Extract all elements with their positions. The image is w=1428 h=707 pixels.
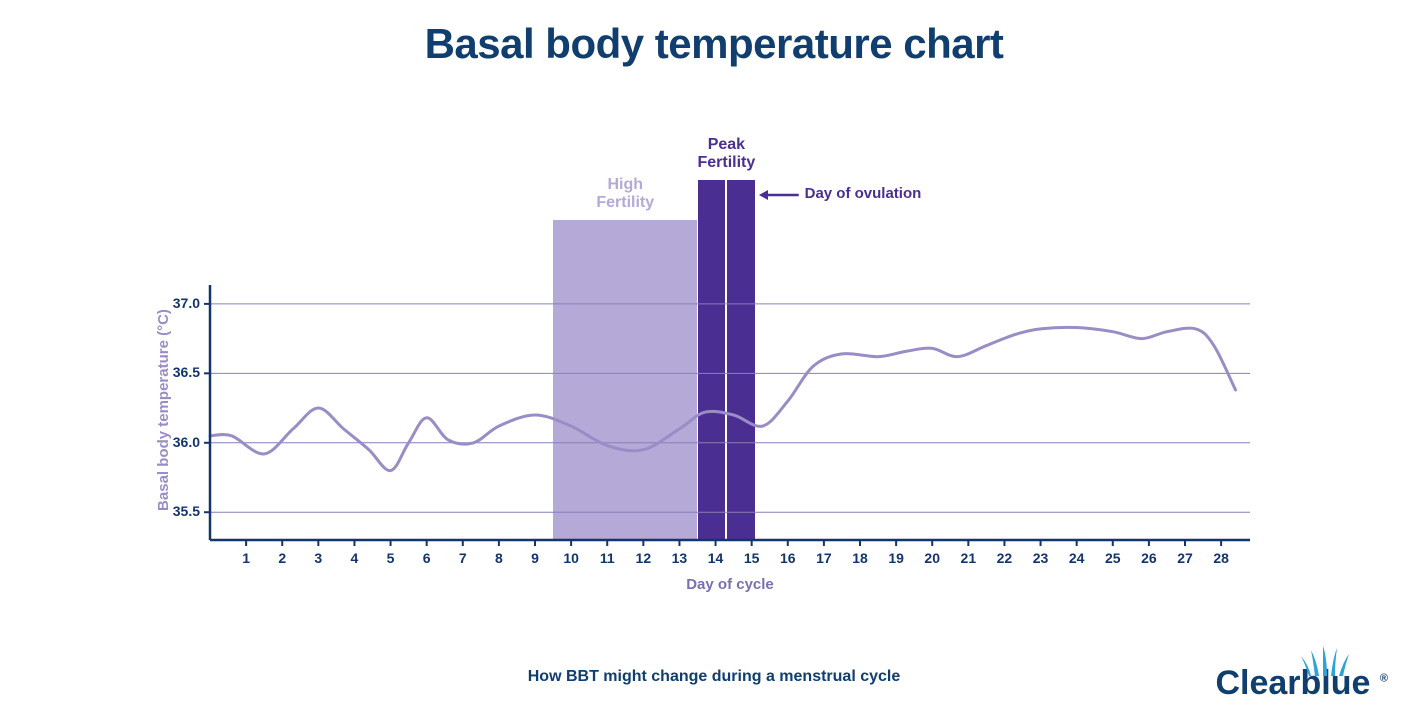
x-tick-label: 10	[556, 550, 586, 566]
ovulation-label: Day of ovulation	[805, 186, 1005, 203]
brand-reg: ®	[1380, 673, 1388, 685]
x-tick-label: 5	[376, 550, 406, 566]
x-tick-label: 20	[917, 550, 947, 566]
peak-fertility-label: PeakFertility	[676, 136, 776, 171]
x-tick-label: 21	[953, 550, 983, 566]
x-tick-label: 13	[664, 550, 694, 566]
x-tick-label: 4	[339, 550, 369, 566]
x-tick-label: 26	[1134, 550, 1164, 566]
brand-logo: Clearblue ®	[1215, 664, 1388, 703]
x-tick-label: 25	[1098, 550, 1128, 566]
x-tick-label: 12	[628, 550, 658, 566]
x-tick-label: 14	[701, 550, 731, 566]
x-tick-label: 22	[989, 550, 1019, 566]
y-axis-label: Basal body temperature (°C)	[155, 285, 172, 535]
x-tick-label: 16	[773, 550, 803, 566]
x-tick-label: 24	[1062, 550, 1092, 566]
brand-burst-icon	[1299, 646, 1353, 676]
chart-title: Basal body temperature chart	[0, 20, 1428, 68]
x-tick-label: 28	[1206, 550, 1236, 566]
x-tick-label: 23	[1026, 550, 1056, 566]
x-tick-label: 15	[737, 550, 767, 566]
ovulation-arrow	[749, 185, 809, 205]
plot-svg	[210, 290, 1250, 540]
x-tick-label: 6	[412, 550, 442, 566]
x-tick-label: 2	[267, 550, 297, 566]
x-tick-label: 11	[592, 550, 622, 566]
x-tick-label: 17	[809, 550, 839, 566]
x-axis-label: Day of cycle	[210, 576, 1250, 593]
x-tick-label: 27	[1170, 550, 1200, 566]
chart-subtitle: How BBT might change during a menstrual …	[0, 668, 1428, 686]
x-tick-label: 7	[448, 550, 478, 566]
x-tick-label: 19	[881, 550, 911, 566]
chart-container: HighFertilityPeakFertility 35.536.036.53…	[210, 290, 1250, 540]
temperature-line	[210, 327, 1236, 470]
high-fertility-label: HighFertility	[575, 176, 675, 211]
x-tick-label: 9	[520, 550, 550, 566]
x-tick-label: 3	[303, 550, 333, 566]
x-tick-label: 8	[484, 550, 514, 566]
x-tick-label: 18	[845, 550, 875, 566]
x-tick-label: 1	[231, 550, 261, 566]
